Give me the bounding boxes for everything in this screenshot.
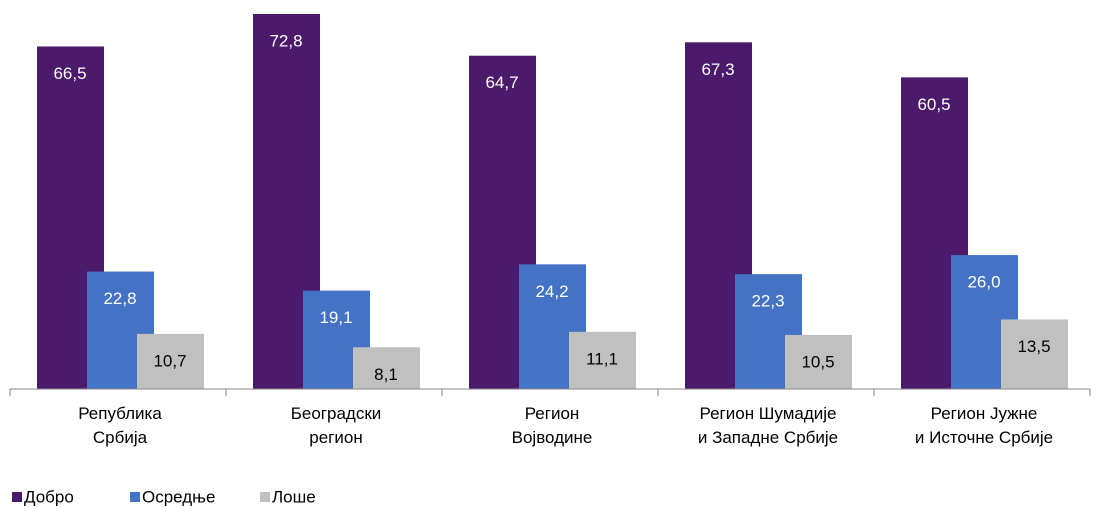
- value-label: 22,8: [103, 289, 136, 308]
- value-label: 24,2: [535, 282, 568, 301]
- value-label: 72,8: [269, 31, 302, 50]
- value-label: 22,3: [751, 292, 784, 311]
- legend-swatch: [130, 492, 140, 502]
- legend-label: Осредње: [142, 487, 215, 506]
- bar: [1001, 319, 1068, 389]
- value-label: 8,1: [374, 365, 398, 384]
- value-label: 64,7: [485, 73, 518, 92]
- value-label: 11,1: [586, 349, 618, 368]
- value-label: 19,1: [319, 308, 352, 327]
- value-label: 10,5: [801, 352, 834, 371]
- bar: [569, 331, 636, 389]
- legend-label: Добро: [24, 487, 74, 506]
- legend-swatch: [12, 492, 22, 502]
- x-tick-label: Београдски регион: [290, 404, 382, 447]
- legend-swatch: [260, 492, 270, 502]
- bar: [137, 333, 204, 389]
- x-tick-label: Регион Јужне и Источне Србије: [914, 404, 1054, 447]
- value-label: 10,7: [153, 351, 186, 370]
- x-tick-label: Република Србија: [78, 404, 162, 447]
- value-label: 66,5: [53, 64, 86, 83]
- bar: [353, 347, 420, 389]
- bar: [785, 334, 852, 389]
- value-label: 26,0: [967, 273, 1000, 292]
- value-label: 67,3: [701, 60, 734, 79]
- legend-label: Лоше: [272, 487, 316, 506]
- value-label: 60,5: [917, 95, 950, 114]
- x-tick-label: Регион Шумадије и Западне Србије: [697, 404, 839, 447]
- x-tick-label: Регион Војводине: [511, 404, 593, 447]
- value-label: 13,5: [1017, 337, 1050, 356]
